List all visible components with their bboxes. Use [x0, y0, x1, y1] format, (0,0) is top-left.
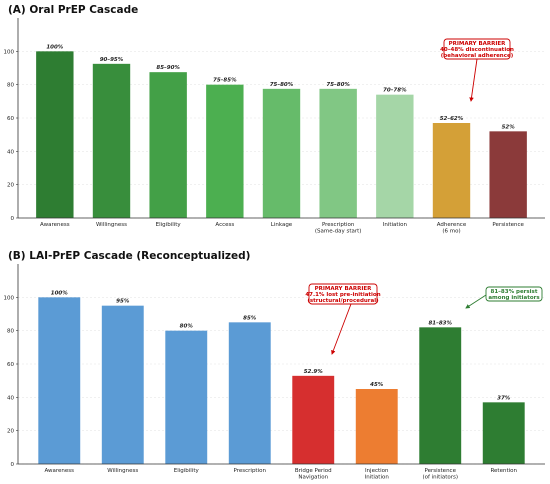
- bar: [319, 88, 357, 218]
- data-label: 52–62%: [440, 116, 464, 122]
- category-label: Adherence (6 mo): [437, 222, 467, 235]
- annotation-text: 81–83% persist: [491, 289, 538, 295]
- annotation-text: PRIMARY BARRIER: [315, 286, 373, 292]
- annotation-text: (behavioral adherence): [441, 53, 514, 59]
- bar: [101, 305, 144, 464]
- annotation-arrow: [465, 294, 487, 309]
- data-label: 85%: [243, 315, 257, 321]
- category-label: Access: [215, 222, 234, 228]
- y-tick-label: 100: [4, 49, 15, 55]
- bar: [206, 84, 244, 219]
- category-label: Prescription: [234, 468, 267, 474]
- bar: [165, 330, 208, 464]
- annotation-arrow: [469, 58, 478, 102]
- category-label: Retention: [490, 468, 517, 474]
- y-tick-label: 80: [7, 329, 14, 335]
- annotation-text: PRIMARY BARRIER: [449, 41, 507, 47]
- annotation-arrow: [331, 303, 352, 355]
- y-tick-label: 40: [7, 149, 14, 155]
- category-label: Awareness: [44, 468, 74, 474]
- bar: [419, 327, 462, 464]
- annotation-box: [308, 283, 378, 305]
- y-tick-label: 20: [7, 429, 14, 435]
- data-label: 70–78%: [383, 88, 407, 94]
- category-label: Willingness: [96, 222, 127, 228]
- data-label: 95%: [116, 299, 130, 305]
- bar: [36, 51, 74, 219]
- bar: [292, 375, 335, 464]
- category-label: Willingness: [107, 468, 138, 474]
- bar: [228, 322, 271, 464]
- y-tick-label: 60: [7, 362, 14, 368]
- data-label: 81–83%: [428, 320, 452, 326]
- annotation-text: 47.1% lost pre-initiation: [305, 292, 380, 298]
- annotation-text: among initiators: [488, 295, 540, 301]
- category-label: Injection Initiation: [365, 468, 390, 481]
- data-label: 80%: [180, 324, 194, 330]
- y-tick-label: 0: [11, 462, 15, 468]
- annotation-text: (structural/procedural): [307, 298, 379, 304]
- category-label: Prescription (Same-day start): [315, 222, 362, 235]
- data-label: 52%: [502, 124, 516, 130]
- panel-a-title: (A) Oral PrEP Cascade: [8, 4, 138, 16]
- bar: [482, 402, 525, 464]
- data-label: 85–90%: [156, 65, 180, 71]
- category-label: Initiation: [383, 222, 408, 228]
- category-label: Bridge Period Navigation: [295, 468, 332, 481]
- y-tick-label: 60: [7, 116, 14, 122]
- category-label: Persistence (of initiators): [422, 468, 458, 481]
- y-tick-label: 100: [4, 295, 15, 301]
- data-label: 75–85%: [213, 78, 237, 84]
- data-label: 90–95%: [100, 57, 124, 63]
- category-label: Eligibility: [156, 222, 182, 228]
- panel-b-plot: 0 20 40 60 80 100 100% Awareness 95% Willingness 8…: [4, 264, 545, 481]
- annotation-text: 40–48% discontinuation: [440, 47, 514, 53]
- bar: [38, 297, 81, 464]
- category-label: Eligibility: [174, 468, 200, 474]
- data-label: 100%: [46, 44, 63, 50]
- data-label: 45%: [370, 382, 384, 388]
- category-label: Persistence: [492, 222, 524, 228]
- bar: [262, 88, 301, 218]
- bar: [432, 123, 471, 218]
- bar: [92, 63, 131, 219]
- category-label: Awareness: [40, 222, 70, 228]
- y-tick-label: 40: [7, 395, 14, 401]
- annotation-box: [485, 286, 543, 302]
- data-label: 100%: [51, 290, 68, 296]
- data-label: 75–80%: [270, 82, 294, 88]
- data-label: 52.9%: [304, 369, 324, 375]
- data-label: 75–80%: [326, 82, 350, 88]
- y-tick-label: 0: [11, 216, 15, 222]
- bar: [355, 389, 398, 464]
- data-label: 37%: [497, 395, 511, 401]
- y-tick-label: 80: [7, 83, 14, 89]
- panel-b-title: (B) LAI-PrEP Cascade (Reconceptualized): [8, 250, 250, 262]
- bar: [489, 131, 527, 218]
- category-label: Linkage: [271, 222, 293, 228]
- panel-a-plot: 0 20 40 60 80 100 100% Awareness 90–95% Willingne…: [4, 18, 545, 235]
- bar: [149, 72, 187, 219]
- y-tick-label: 20: [7, 183, 14, 189]
- bar: [376, 94, 414, 218]
